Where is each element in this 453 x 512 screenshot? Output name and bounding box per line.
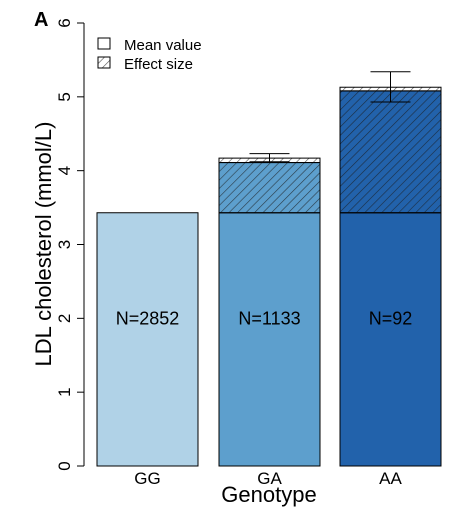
- bar-label-ga: N=1133: [238, 308, 300, 328]
- y-axis-title: LDL cholesterol (mmol/L): [31, 122, 56, 367]
- x-axis-title: Genotype: [221, 482, 316, 507]
- bar-base-gg: [96, 212, 199, 467]
- y-axis: 0 1 2 3 4 5 6: [55, 18, 85, 471]
- x-tick-label-gg: GG: [134, 469, 160, 488]
- y-tick-label-1: 1: [55, 387, 74, 396]
- y-tick-label-4: 4: [55, 166, 74, 175]
- legend-label-mean-value: Mean value: [124, 37, 202, 54]
- y-tick-label-2: 2: [55, 314, 74, 323]
- bar-label-aa: N=92: [369, 308, 413, 328]
- panel-label: A: [34, 9, 48, 31]
- x-tick-label-ga: GA: [257, 469, 282, 488]
- x-tick-label-aa: AA: [379, 469, 402, 488]
- legend-label-effect-size: Effect size: [124, 56, 193, 73]
- bar-effect-hatch-ga: [218, 162, 321, 214]
- legend-swatch-effect-size: [97, 56, 111, 69]
- y-tick-label-6: 6: [55, 18, 74, 27]
- bar-base-ga: [218, 212, 321, 467]
- bar-effect-hatch-aa: [339, 90, 442, 214]
- bars: N=2852 N=1133 N=92: [96, 71, 442, 467]
- x-axis-tick-labels: GG GA AA: [134, 469, 402, 488]
- y-tick-label-5: 5: [55, 92, 74, 101]
- y-tick-label-0: 0: [55, 461, 74, 470]
- y-tick-label-3: 3: [55, 240, 74, 249]
- legend: Mean value Effect size: [97, 37, 202, 73]
- bar-label-gg: N=2852: [116, 308, 180, 328]
- legend-swatch-mean-value: [97, 37, 111, 50]
- bar-base-aa: [339, 212, 442, 467]
